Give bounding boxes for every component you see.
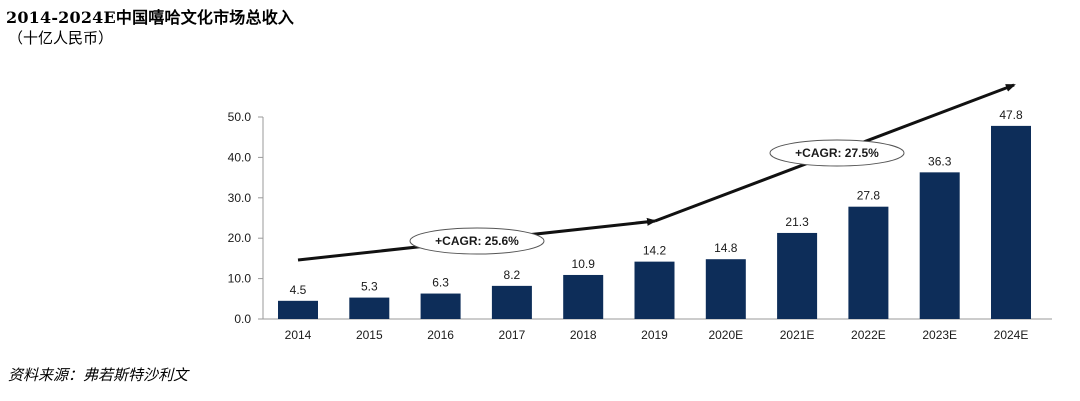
data-label: 36.3 [928, 154, 952, 168]
y-tick-label: 50.0 [228, 110, 252, 124]
cagr-callout-text: +CAGR: 25.6% [435, 234, 519, 248]
data-label: 10.9 [572, 257, 596, 271]
x-tick-label: 2024E [994, 328, 1029, 342]
cagr-callout: +CAGR: 27.5% [769, 139, 905, 167]
x-tick-label: 2014 [285, 328, 312, 342]
bar [777, 232, 818, 319]
x-tick-label: 2015 [356, 328, 383, 342]
data-label: 6.3 [432, 276, 449, 290]
chart-subtitle: （十亿人民币） [8, 29, 114, 47]
y-tick-label: 40.0 [228, 150, 252, 164]
chart-title: 2014-2024E中国嘻哈文化市场总收入 [6, 8, 295, 27]
y-tick-label: 30.0 [228, 191, 252, 205]
x-tick-label: 2022E [851, 328, 886, 342]
bar [278, 300, 318, 319]
x-tick-label: 2018 [570, 328, 597, 342]
bar [634, 261, 675, 319]
cagr-callout-bubble [409, 227, 545, 255]
bar [991, 125, 1031, 319]
data-label: 14.2 [643, 244, 667, 258]
bar [848, 206, 889, 319]
data-label: 14.8 [714, 241, 738, 255]
y-tick-label: 20.0 [228, 231, 252, 245]
x-tick-label: 2017 [499, 328, 526, 342]
data-label: 21.3 [785, 215, 809, 229]
data-label: 5.3 [361, 280, 378, 294]
data-label: 8.2 [504, 268, 521, 282]
cagr-callout-bubble [769, 139, 905, 167]
bar [420, 293, 461, 319]
cagr-callout: +CAGR: 25.6% [409, 227, 545, 255]
x-tick-label: 2020E [708, 328, 743, 342]
x-tick-label: 2021E [780, 328, 815, 342]
data-label: 4.5 [290, 283, 307, 297]
x-tick-label: 2023E [922, 328, 957, 342]
bar [491, 285, 532, 319]
data-label: 47.8 [999, 108, 1023, 122]
x-tick-label: 2016 [427, 328, 454, 342]
bar [349, 297, 390, 319]
y-tick-label: 0.0 [234, 312, 251, 326]
data-label: 27.8 [857, 189, 881, 203]
bar [705, 259, 746, 319]
x-tick-label: 2019 [641, 328, 668, 342]
source-note: 资料来源：弗若斯特沙利文 [8, 366, 189, 384]
cagr-callout-text: +CAGR: 27.5% [795, 146, 879, 160]
y-tick-label: 10.0 [228, 272, 252, 286]
bar [563, 274, 604, 319]
bar [919, 172, 960, 319]
